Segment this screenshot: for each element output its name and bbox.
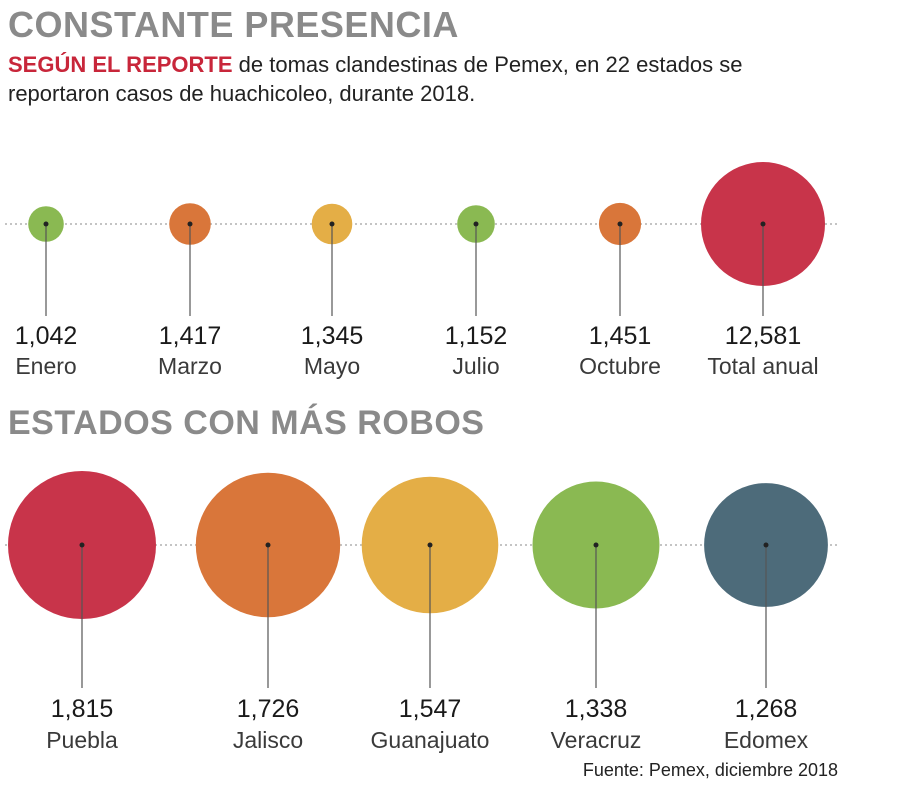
value-label: 1,815 xyxy=(51,695,114,723)
bubble-group: 1,547 Guanajuato xyxy=(361,476,499,753)
center-dot xyxy=(617,221,623,227)
value-label: 1,268 xyxy=(735,695,798,723)
subtitle-lead: SEGÚN EL REPORTE xyxy=(8,52,233,77)
bubble-group: 1,451 Octubre xyxy=(579,202,661,379)
bubble-group: 1,345 Mayo xyxy=(301,203,364,379)
value-label: 1,345 xyxy=(301,322,364,350)
bubble-group: 12,581 Total anual xyxy=(701,162,825,379)
center-dot xyxy=(329,221,335,227)
bubble-group: 1,417 Marzo xyxy=(158,203,222,379)
category-label: Marzo xyxy=(158,353,222,379)
subtitle-text: de tomas clandestinas de Pemex, en 22 es… xyxy=(8,52,743,106)
center-dot xyxy=(427,542,433,548)
bubble-group: 1,152 Julio xyxy=(445,205,508,379)
center-dot xyxy=(43,221,49,227)
monthly-bubble-chart: 1,042Enero1,417Marzo1,345Mayo1,152Julio1… xyxy=(5,162,840,379)
value-label: 1,417 xyxy=(159,322,222,350)
center-dot xyxy=(473,221,479,227)
bubble-group: 1,726 Jalisco xyxy=(195,472,341,753)
center-dot xyxy=(79,542,85,548)
category-label: Julio xyxy=(452,353,499,379)
value-label: 12,581 xyxy=(725,322,801,350)
value-label: 1,726 xyxy=(237,695,300,723)
value-label: 1,042 xyxy=(15,322,78,350)
center-dot xyxy=(265,542,271,548)
bubble-group: 1,042 Enero xyxy=(15,206,78,379)
category-label: Jalisco xyxy=(233,727,303,753)
bubble-group: 1,268 Edomex xyxy=(704,483,828,753)
center-dot xyxy=(763,542,769,548)
chart-subtitle: SEGÚN EL REPORTE de tomas clandestinas d… xyxy=(8,50,828,108)
bubble-group: 1,338 Veracruz xyxy=(532,481,660,753)
chart-title: CONSTANTE PRESENCIA xyxy=(8,4,459,45)
category-label: Enero xyxy=(15,353,76,379)
value-label: 1,152 xyxy=(445,322,508,350)
category-label: Puebla xyxy=(46,727,118,753)
value-label: 1,547 xyxy=(399,695,462,723)
category-label: Veracruz xyxy=(551,727,642,753)
section-title-states: ESTADOS CON MÁS ROBOS xyxy=(8,404,485,442)
category-label: Mayo xyxy=(304,353,360,379)
category-label: Octubre xyxy=(579,353,661,379)
category-label: Guanajuato xyxy=(371,727,490,753)
bubble-group: 1,815 Puebla xyxy=(8,471,156,753)
states-bubble-chart: 1,815Puebla1,726Jalisco1,547Guanajuato1,… xyxy=(5,471,840,753)
center-dot xyxy=(760,221,766,227)
value-label: 1,451 xyxy=(589,322,652,350)
value-label: 1,338 xyxy=(565,695,628,723)
center-dot xyxy=(593,542,599,548)
center-dot xyxy=(187,221,193,227)
category-label: Total anual xyxy=(707,353,818,379)
category-label: Edomex xyxy=(724,727,809,753)
source-note: Fuente: Pemex, diciembre 2018 xyxy=(582,760,838,780)
